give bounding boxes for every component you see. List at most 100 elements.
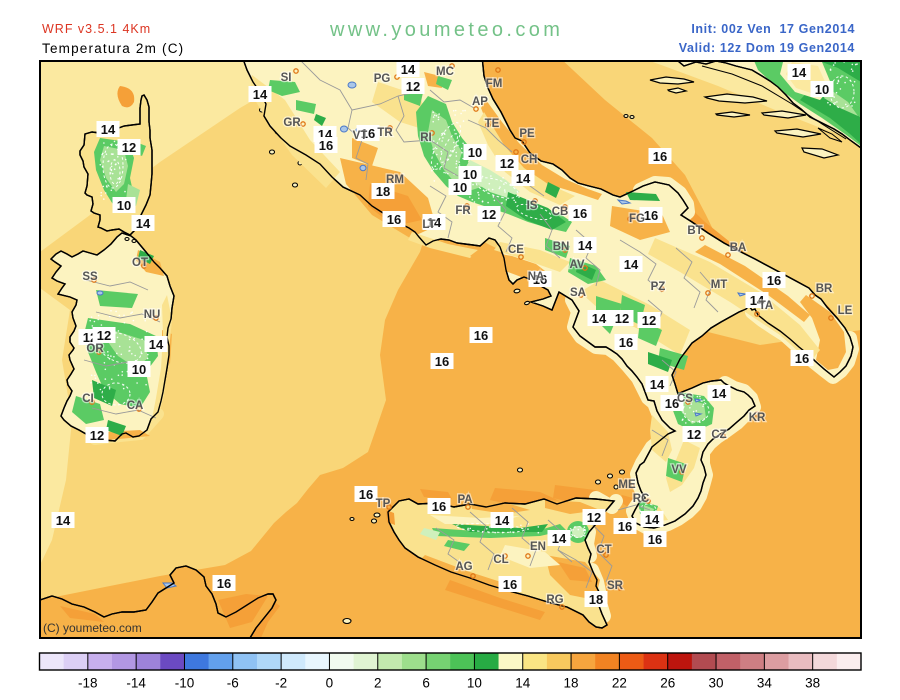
svg-text:BR: BR [816, 283, 833, 295]
svg-text:12: 12 [587, 510, 601, 525]
svg-text:CS: CS [677, 393, 693, 405]
svg-text:NA: NA [528, 271, 545, 283]
svg-text:BN: BN [553, 241, 570, 253]
svg-text:TE: TE [485, 118, 500, 130]
svg-text:16: 16 [359, 487, 373, 502]
svg-text:18: 18 [589, 592, 603, 607]
svg-text:16: 16 [387, 212, 401, 227]
svg-text:14: 14 [552, 531, 567, 546]
svg-text:-10: -10 [175, 676, 195, 691]
svg-text:CA: CA [127, 400, 144, 412]
svg-text:16: 16 [217, 576, 231, 591]
svg-text:14: 14 [750, 293, 765, 308]
svg-text:16: 16 [503, 577, 517, 592]
svg-text:14: 14 [792, 65, 807, 80]
svg-text:12: 12 [90, 428, 104, 443]
svg-text:0: 0 [326, 676, 334, 691]
svg-text:TR: TR [377, 127, 393, 139]
svg-text:TP: TP [376, 498, 391, 510]
svg-text:22: 22 [612, 676, 627, 691]
svg-text:RM: RM [386, 174, 404, 186]
svg-text:-14: -14 [126, 676, 146, 691]
svg-text:16: 16 [619, 335, 633, 350]
svg-text:AG: AG [455, 561, 472, 573]
svg-text:BA: BA [730, 242, 747, 254]
svg-text:CI: CI [82, 393, 94, 405]
svg-text:VT: VT [353, 130, 368, 142]
svg-text:10: 10 [815, 82, 829, 97]
svg-text:16: 16 [653, 149, 667, 164]
svg-text:MC: MC [436, 66, 454, 78]
svg-text:16: 16 [361, 126, 375, 141]
svg-text:12: 12 [482, 207, 496, 222]
svg-text:16: 16 [435, 354, 449, 369]
svg-text:PA: PA [457, 494, 472, 506]
svg-text:MT: MT [711, 279, 728, 291]
svg-text:FM: FM [486, 78, 503, 90]
svg-text:LE: LE [838, 305, 853, 317]
svg-text:16: 16 [573, 206, 587, 221]
svg-text:14: 14 [624, 257, 639, 272]
svg-text:16: 16 [432, 499, 446, 514]
svg-text:VV: VV [671, 464, 687, 476]
svg-text:2: 2 [374, 676, 382, 691]
svg-text:OT: OT [132, 257, 148, 269]
svg-text:14: 14 [136, 216, 151, 231]
svg-text:PG: PG [374, 73, 391, 85]
svg-text:30: 30 [709, 676, 724, 691]
svg-text:14: 14 [592, 311, 607, 326]
svg-text:14: 14 [516, 171, 531, 186]
svg-text:CB: CB [552, 206, 569, 218]
svg-text:14: 14 [712, 386, 727, 401]
svg-text:SI: SI [281, 72, 292, 84]
svg-text:12: 12 [687, 427, 701, 442]
svg-text:SA: SA [570, 287, 586, 299]
svg-text:PE: PE [519, 128, 535, 140]
svg-text:10: 10 [468, 145, 482, 160]
svg-text:14: 14 [645, 512, 660, 527]
svg-text:RC: RC [633, 493, 650, 505]
svg-text:-18: -18 [78, 676, 98, 691]
svg-text:CT: CT [596, 544, 611, 556]
svg-text:16: 16 [474, 328, 488, 343]
svg-text:CH: CH [521, 154, 538, 166]
svg-text:FR: FR [455, 205, 471, 217]
svg-text:CE: CE [508, 244, 524, 256]
svg-text:38: 38 [805, 676, 820, 691]
svg-text:14: 14 [578, 238, 593, 253]
svg-text:14: 14 [650, 377, 665, 392]
svg-text:CL: CL [493, 554, 508, 566]
svg-text:CZ: CZ [711, 429, 726, 441]
svg-text:BT: BT [687, 225, 702, 237]
svg-text:18: 18 [376, 184, 390, 199]
svg-text:16: 16 [767, 273, 781, 288]
svg-text:12: 12 [615, 311, 629, 326]
svg-text:RG: RG [546, 594, 563, 606]
svg-text:14: 14 [56, 513, 71, 528]
svg-text:SR: SR [607, 580, 624, 592]
svg-text:6: 6 [422, 676, 430, 691]
svg-text:14: 14 [253, 87, 268, 102]
svg-text:12: 12 [406, 79, 420, 94]
svg-text:12: 12 [500, 156, 514, 171]
svg-text:16: 16 [665, 396, 679, 411]
svg-text:16: 16 [319, 138, 333, 153]
svg-text:AV: AV [569, 259, 584, 271]
svg-text:16: 16 [648, 532, 662, 547]
svg-text:TA: TA [759, 300, 773, 312]
svg-text:12: 12 [642, 313, 656, 328]
svg-text:AP: AP [472, 96, 488, 108]
svg-text:10: 10 [117, 198, 131, 213]
svg-text:PZ: PZ [651, 281, 666, 293]
svg-text:RI: RI [420, 132, 432, 144]
svg-text:14: 14 [101, 122, 116, 137]
svg-text:LT: LT [422, 219, 435, 231]
svg-text:14: 14 [515, 676, 531, 691]
svg-text:12: 12 [122, 140, 136, 155]
svg-text:GR: GR [283, 117, 301, 129]
svg-text:16: 16 [644, 208, 658, 223]
svg-text:NU: NU [144, 309, 161, 321]
svg-text:OR: OR [86, 343, 104, 355]
svg-text:16: 16 [795, 351, 809, 366]
svg-text:10: 10 [132, 362, 146, 377]
